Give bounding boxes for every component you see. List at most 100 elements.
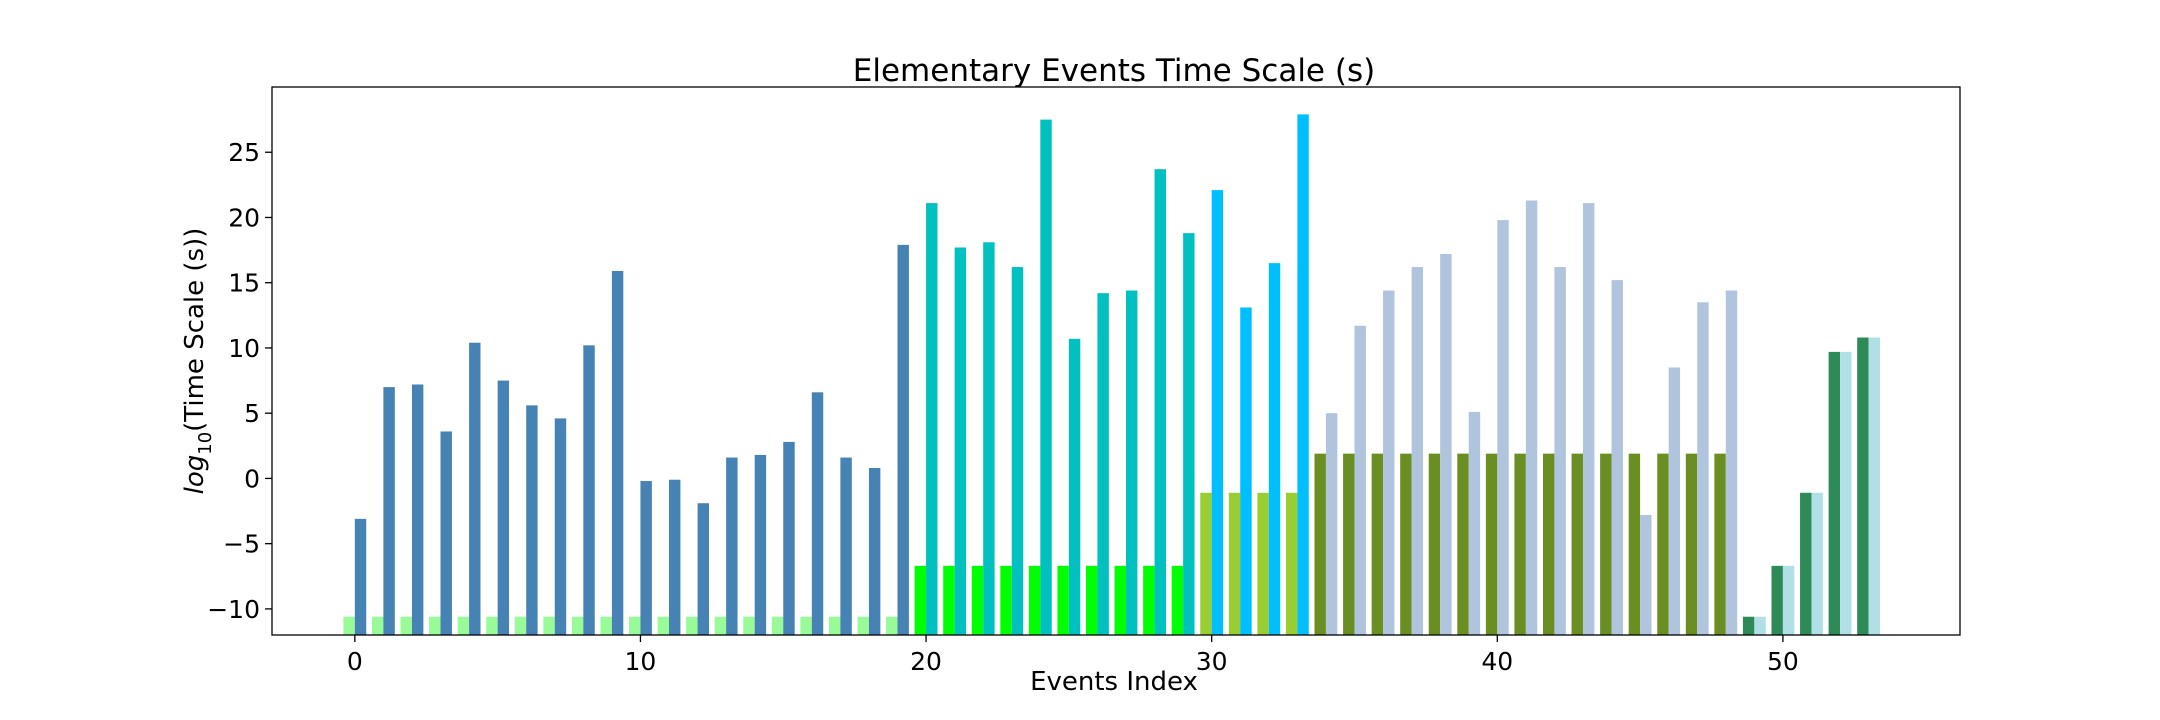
- bar: [1554, 267, 1566, 635]
- y-tick-label: 0: [244, 464, 260, 493]
- y-axis-label-base: log: [180, 455, 210, 495]
- bar: [754, 454, 767, 635]
- bar: [1154, 169, 1166, 635]
- bar: [343, 616, 355, 635]
- bar: [897, 244, 909, 635]
- y-axis-label-subscript: 10: [195, 432, 216, 455]
- bar: [868, 467, 881, 635]
- bar: [954, 247, 967, 636]
- bar: [828, 616, 841, 635]
- bar: [1371, 453, 1384, 635]
- bar: [611, 270, 624, 635]
- bar: [1697, 302, 1709, 635]
- bar: [1297, 114, 1309, 635]
- bar: [1497, 220, 1509, 635]
- bar: [1400, 453, 1412, 635]
- bar: [1411, 267, 1424, 635]
- bar: [354, 518, 367, 635]
- bar: [1582, 203, 1595, 635]
- bars-layer: [343, 114, 1881, 636]
- bar: [1028, 565, 1041, 635]
- bar: [1571, 453, 1583, 635]
- bar: [543, 616, 555, 635]
- x-tick-label: 0: [347, 647, 363, 676]
- bar: [1440, 254, 1452, 635]
- bar: [1240, 307, 1252, 635]
- x-tick-label: 50: [1767, 647, 1799, 676]
- bar: [526, 405, 538, 635]
- bar: [657, 616, 669, 635]
- bar: [1685, 453, 1698, 635]
- bar: [514, 616, 527, 635]
- x-tick-label: 30: [1196, 647, 1228, 676]
- bar: [983, 242, 995, 635]
- bar: [857, 616, 869, 635]
- bar: [1011, 267, 1024, 635]
- y-tick-label: 20: [228, 203, 260, 232]
- bar: [600, 616, 612, 635]
- bar: [743, 616, 755, 635]
- bar: [1543, 453, 1555, 635]
- bar: [1428, 453, 1441, 635]
- bar: [554, 418, 567, 635]
- bar: [1868, 337, 1881, 635]
- x-tick-label: 40: [1481, 647, 1513, 676]
- bar: [371, 616, 384, 635]
- bar: [1097, 293, 1109, 635]
- bar: [1857, 337, 1869, 635]
- bar: [1468, 411, 1481, 635]
- bar: [1811, 492, 1823, 635]
- bar: [1725, 290, 1738, 635]
- bar: [457, 616, 470, 635]
- y-tick-label: −10: [207, 595, 260, 624]
- bar: [1628, 453, 1641, 635]
- bar: [429, 616, 441, 635]
- bar: [1068, 338, 1081, 635]
- bar: [714, 616, 727, 635]
- bar: [1383, 290, 1395, 635]
- bar: [840, 457, 852, 635]
- bar: [800, 616, 812, 635]
- y-tick-label: 5: [244, 399, 260, 428]
- x-tick-label: 10: [625, 647, 657, 676]
- bar: [400, 616, 412, 635]
- bar: [1314, 453, 1326, 635]
- bar: [571, 616, 584, 635]
- bar: [1126, 290, 1138, 635]
- y-tick-label: 15: [228, 269, 260, 298]
- bar: [697, 503, 709, 635]
- bar: [1228, 492, 1241, 635]
- y-tick-label: −5: [223, 530, 260, 559]
- bar: [811, 392, 824, 635]
- y-axis-label-rest: (Time Scale (s)): [180, 228, 210, 432]
- bar: [669, 479, 681, 635]
- bar: [486, 616, 498, 635]
- bar: [1354, 325, 1366, 635]
- x-axis-label: Events Index: [1030, 667, 1198, 697]
- bar: [726, 457, 738, 635]
- bar: [1200, 492, 1212, 635]
- bar: [1754, 616, 1766, 635]
- bar: [583, 345, 595, 635]
- bar: [943, 565, 955, 635]
- y-tick-label: 25: [228, 138, 260, 167]
- bar: [1525, 200, 1538, 635]
- bar: [1611, 280, 1623, 635]
- bar: [1086, 565, 1098, 635]
- bar: [783, 441, 795, 635]
- bar: [971, 565, 984, 635]
- chart-title: Elementary Events Time Scale (s): [853, 53, 1375, 89]
- bar: [926, 203, 938, 635]
- bar: [1668, 367, 1681, 635]
- bar: [1343, 453, 1355, 635]
- bar: [411, 384, 424, 635]
- bar: [640, 481, 652, 635]
- bar: [1457, 453, 1469, 635]
- bar: [1800, 492, 1812, 635]
- plot-frame: [271, 86, 1961, 636]
- bar: [1268, 263, 1281, 635]
- bar: [497, 380, 510, 635]
- bar: [1640, 514, 1652, 635]
- bar: [383, 387, 395, 635]
